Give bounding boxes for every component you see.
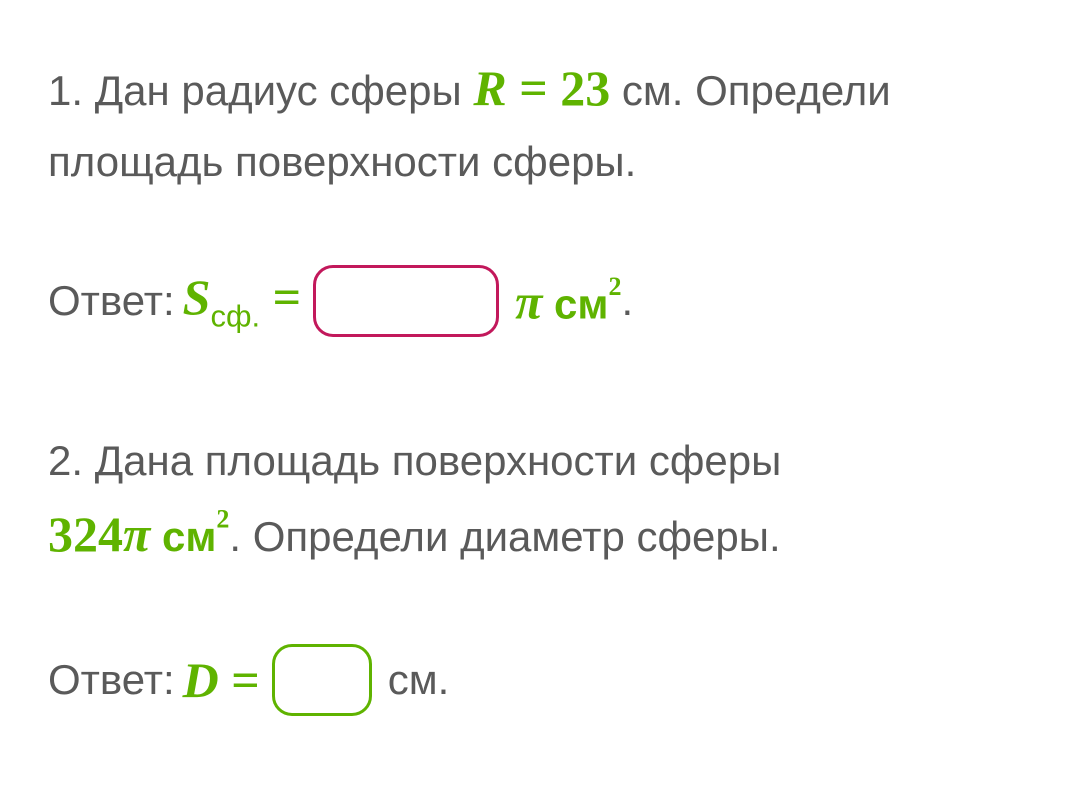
- var-R: R: [473, 60, 506, 116]
- exp-2: 2: [608, 272, 621, 301]
- pi-symbol: π: [515, 273, 542, 329]
- var-D: D: [183, 652, 219, 708]
- problem-2-after: . Определи диаметр сферы.: [229, 513, 780, 560]
- period-1: .: [621, 276, 633, 326]
- answer-2-tail: см.: [388, 655, 450, 705]
- value-23: 23: [560, 60, 610, 116]
- answer-1-tail: π см2: [515, 271, 621, 331]
- eq-sign: =: [507, 60, 561, 116]
- problem-2-statement: 2. Дана площадь поверхности сферы 324π с…: [48, 427, 1032, 574]
- answer-label-2: Ответ:: [48, 655, 175, 705]
- value-324: 324: [48, 506, 123, 562]
- problem-2-prefix: 2. Дана площадь поверхности сферы: [48, 437, 781, 484]
- problem-1-formula: R = 23: [473, 60, 610, 116]
- problem-1-answer-line: Ответ: Sсф. = π см2 .: [48, 265, 1032, 337]
- eq-sign-1: =: [260, 269, 301, 325]
- answer-label-1: Ответ:: [48, 276, 175, 326]
- problem-2-value-expr: 324π: [48, 506, 150, 562]
- pi-2: π: [123, 506, 150, 562]
- unit-cm-2: см: [150, 513, 216, 560]
- answer-2-lhs: D =: [183, 650, 260, 710]
- answer-2-input[interactable]: [272, 644, 372, 716]
- unit-cm: см: [542, 280, 608, 327]
- eq-sign-2: =: [219, 652, 260, 708]
- problem-2-answer-line: Ответ: D = см.: [48, 644, 1032, 716]
- problem-1-line2: площадь поверхности сферы.: [48, 138, 636, 185]
- problem-2-unit: см2: [150, 513, 229, 560]
- worksheet-container: 1. Дан радиус сферы R = 23 см . Определи …: [0, 0, 1080, 716]
- answer-1-lhs: Sсф. =: [183, 267, 301, 335]
- sub-sf: сф.: [210, 299, 260, 334]
- problem-1-unit-after: см. Определи: [610, 67, 891, 114]
- problem-1-prefix: 1. Дан радиус сферы: [48, 67, 473, 114]
- problem-1-statement: 1. Дан радиус сферы R = 23 см. Определи …: [48, 48, 1032, 195]
- exp-2b: 2: [216, 505, 229, 534]
- answer-1-input[interactable]: [313, 265, 499, 337]
- var-S: S: [183, 269, 211, 325]
